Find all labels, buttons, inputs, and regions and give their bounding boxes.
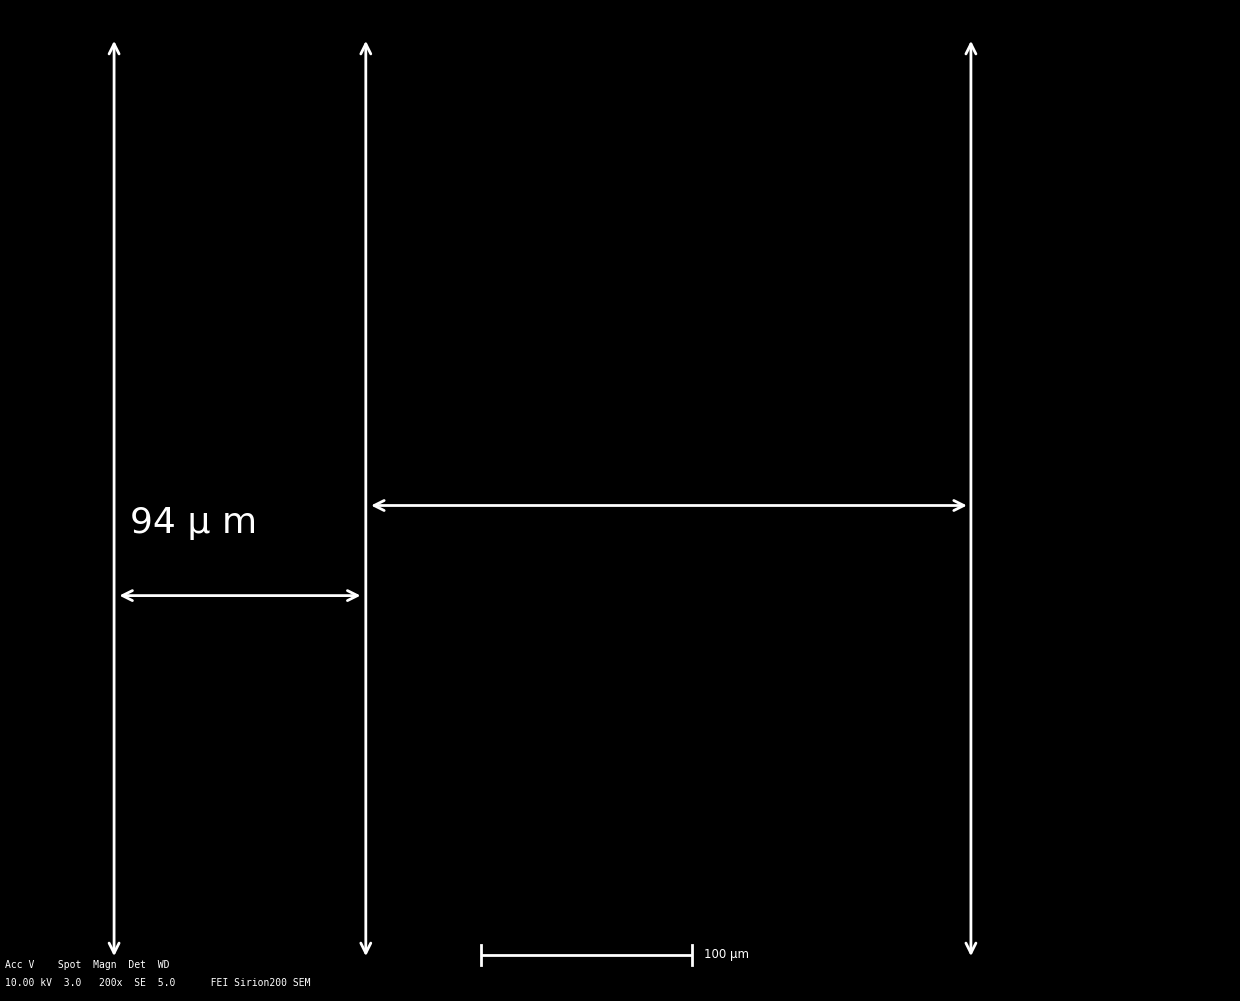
Text: 100 μm: 100 μm <box>704 949 749 961</box>
Text: 94 μ m: 94 μ m <box>130 506 258 540</box>
Text: Acc V    Spot  Magn  Det  WD: Acc V Spot Magn Det WD <box>5 960 170 970</box>
Text: 10.00 kV  3.0   200x  SE  5.0      FEI Sirion200 SEM: 10.00 kV 3.0 200x SE 5.0 FEI Sirion200 S… <box>5 978 310 988</box>
